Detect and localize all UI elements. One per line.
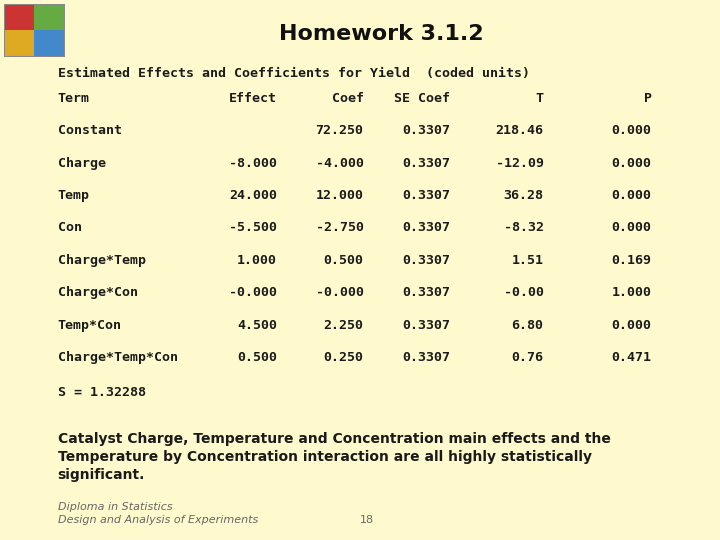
Text: 4.500: 4.500 — [237, 319, 277, 332]
Text: 0.3307: 0.3307 — [402, 254, 450, 267]
Text: 0.76: 0.76 — [512, 351, 544, 364]
Text: 0.471: 0.471 — [611, 351, 652, 364]
Text: SE Coef: SE Coef — [394, 92, 450, 105]
FancyBboxPatch shape — [35, 4, 65, 30]
Text: 2.250: 2.250 — [323, 319, 364, 332]
Text: 24.000: 24.000 — [229, 189, 277, 202]
Text: -0.00: -0.00 — [503, 286, 544, 299]
Text: Temp*Con: Temp*Con — [58, 319, 122, 332]
Text: Charge*Temp*Con: Charge*Temp*Con — [58, 351, 178, 364]
Text: P: P — [644, 92, 652, 105]
Text: 0.000: 0.000 — [611, 189, 652, 202]
Text: 1.51: 1.51 — [512, 254, 544, 267]
Text: 36.28: 36.28 — [503, 189, 544, 202]
Text: -8.000: -8.000 — [229, 157, 277, 170]
Text: 0.000: 0.000 — [611, 319, 652, 332]
Text: -12.09: -12.09 — [495, 157, 544, 170]
Text: Charge: Charge — [58, 157, 106, 170]
Text: 0.3307: 0.3307 — [402, 157, 450, 170]
Text: 18: 18 — [360, 515, 374, 525]
Text: 1.000: 1.000 — [237, 254, 277, 267]
Text: 0.000: 0.000 — [611, 157, 652, 170]
Text: -0.000: -0.000 — [229, 286, 277, 299]
Text: 0.3307: 0.3307 — [402, 286, 450, 299]
Text: Homework 3.1.2: Homework 3.1.2 — [279, 24, 484, 44]
Text: -0.000: -0.000 — [315, 286, 364, 299]
Text: -2.750: -2.750 — [315, 221, 364, 234]
Text: Diploma in Statistics
Design and Analysis of Experiments: Diploma in Statistics Design and Analysi… — [58, 503, 258, 525]
Text: 0.3307: 0.3307 — [402, 319, 450, 332]
Text: 0.3307: 0.3307 — [402, 189, 450, 202]
Text: T: T — [536, 92, 544, 105]
Text: Effect: Effect — [229, 92, 277, 105]
Text: Coef: Coef — [332, 92, 364, 105]
FancyBboxPatch shape — [4, 4, 35, 30]
Text: -5.500: -5.500 — [229, 221, 277, 234]
Text: Constant: Constant — [58, 124, 122, 137]
Text: 0.3307: 0.3307 — [402, 351, 450, 364]
Text: S = 1.32288: S = 1.32288 — [58, 386, 145, 399]
Text: Charge*Temp: Charge*Temp — [58, 254, 145, 267]
Text: Term: Term — [58, 92, 89, 105]
Text: 72.250: 72.250 — [315, 124, 364, 137]
FancyBboxPatch shape — [4, 30, 35, 57]
Text: -8.32: -8.32 — [503, 221, 544, 234]
Text: Estimated Effects and Coefficients for Yield  (coded units): Estimated Effects and Coefficients for Y… — [58, 68, 530, 80]
Text: 0.250: 0.250 — [323, 351, 364, 364]
Text: 0.000: 0.000 — [611, 124, 652, 137]
Text: 0.3307: 0.3307 — [402, 124, 450, 137]
Text: 218.46: 218.46 — [495, 124, 544, 137]
Text: 0.169: 0.169 — [611, 254, 652, 267]
Text: Temp: Temp — [58, 189, 89, 202]
Text: 12.000: 12.000 — [315, 189, 364, 202]
Text: 0.000: 0.000 — [611, 221, 652, 234]
Text: -4.000: -4.000 — [315, 157, 364, 170]
Text: 0.3307: 0.3307 — [402, 221, 450, 234]
Text: 1.000: 1.000 — [611, 286, 652, 299]
Text: 0.500: 0.500 — [323, 254, 364, 267]
Text: Con: Con — [58, 221, 81, 234]
Text: Catalyst Charge, Temperature and Concentration main effects and the
Temperature : Catalyst Charge, Temperature and Concent… — [58, 432, 611, 482]
Text: 6.80: 6.80 — [512, 319, 544, 332]
Text: 0.500: 0.500 — [237, 351, 277, 364]
Text: Charge*Con: Charge*Con — [58, 286, 138, 299]
FancyBboxPatch shape — [35, 30, 65, 57]
